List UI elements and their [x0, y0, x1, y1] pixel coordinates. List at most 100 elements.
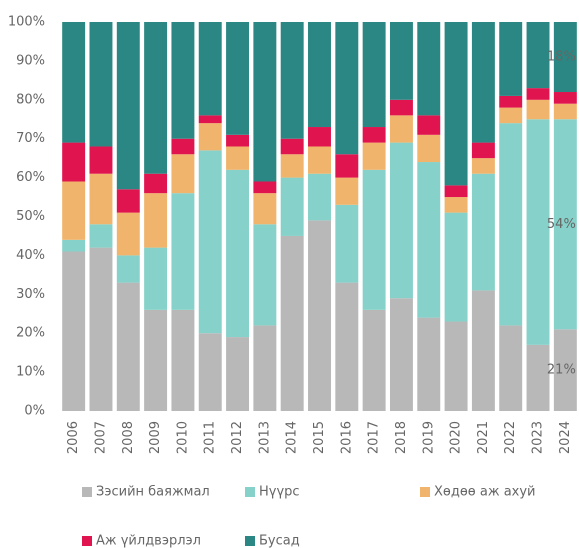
bar-segment: [253, 181, 277, 194]
bar-segment: [444, 321, 468, 411]
bar-segment: [308, 22, 331, 128]
bar-segment: [389, 115, 413, 143]
bar-segment: [280, 154, 304, 178]
bar-segment: [335, 154, 359, 178]
bar-segment: [499, 22, 523, 96]
bar-segment: [335, 282, 359, 411]
y-tick-label: 80%: [16, 92, 45, 107]
bar-segment: [89, 22, 113, 147]
bar-segment: [62, 22, 86, 143]
legend-swatch: [245, 536, 255, 546]
data-label: 18%: [547, 50, 576, 65]
bar-segment: [226, 337, 250, 411]
bar-segment: [471, 22, 495, 143]
bar-segment: [335, 177, 359, 205]
data-label: 54%: [547, 217, 576, 232]
bar-segment: [144, 173, 168, 194]
bar-segment: [198, 333, 222, 411]
bar-segment: [362, 142, 386, 170]
bar-segment: [444, 185, 468, 198]
bar-segment: [62, 142, 86, 182]
bar-segment: [526, 119, 550, 345]
x-tick-label: 2009: [148, 421, 163, 454]
bar-segment: [144, 247, 168, 310]
bar-segment: [471, 173, 495, 291]
legend-label: Аж үйлдвэрлэл: [96, 534, 201, 548]
bar-segment: [62, 239, 86, 252]
legend-label: Бусад: [259, 534, 300, 548]
bar-segment: [144, 193, 168, 248]
legend-label: Зэсийн баяжмал: [96, 485, 210, 500]
x-tick-label: 2024: [558, 421, 573, 454]
bar-segment: [198, 115, 222, 124]
bar-segment: [171, 22, 195, 139]
x-tick-label: 2011: [203, 421, 218, 454]
x-tick-label: 2014: [285, 421, 300, 454]
bar-segment: [444, 22, 468, 186]
x-tick-label: 2016: [339, 421, 354, 454]
bar-segment: [362, 169, 386, 310]
bar-segment: [171, 193, 195, 310]
x-tick-label: 2006: [66, 421, 81, 454]
bar-segment: [144, 309, 168, 411]
y-tick-label: 20%: [16, 326, 45, 341]
y-tick-label: 60%: [16, 170, 45, 185]
legend-label: Хөдөө аж ахуй: [434, 485, 536, 500]
x-tick-label: 2012: [230, 421, 245, 454]
bar-segment: [526, 88, 550, 100]
bar-segment: [308, 146, 331, 174]
bar-segment: [553, 103, 577, 120]
bar-segment: [62, 251, 86, 411]
bar-segment: [226, 169, 250, 338]
y-tick-label: 100%: [8, 15, 45, 30]
bar-segment: [89, 247, 113, 411]
x-tick-label: 2023: [531, 421, 546, 454]
bar-segment: [89, 146, 113, 174]
bar-segment: [198, 123, 222, 151]
bar-segment: [526, 344, 550, 411]
y-tick-label: 0%: [24, 404, 45, 419]
legend-swatch: [82, 487, 92, 497]
legend-swatch: [82, 536, 92, 546]
bar-segment: [280, 235, 304, 411]
bar-segment: [499, 123, 523, 326]
legend-label: Нүүрс: [259, 485, 300, 500]
bar-segment: [553, 119, 577, 330]
x-tick-label: 2013: [257, 421, 272, 454]
bar-segment: [226, 134, 250, 147]
bar-segment: [308, 127, 331, 147]
bar-segment: [280, 22, 304, 139]
x-tick-label: 2019: [421, 421, 436, 454]
bar-segment: [389, 99, 413, 116]
bar-segment: [362, 309, 386, 411]
x-tick-label: 2017: [367, 421, 382, 454]
x-tick-label: 2010: [175, 421, 190, 454]
bar-segment: [116, 212, 140, 256]
x-tick-label: 2021: [476, 421, 491, 454]
bar-segment: [308, 173, 331, 221]
bar-segment: [389, 22, 413, 100]
bar-segment: [116, 282, 140, 411]
x-tick-label: 2015: [312, 421, 327, 454]
bar-segment: [389, 298, 413, 411]
bar-segment: [499, 107, 523, 124]
bar-segment: [471, 158, 495, 174]
bar-segment: [116, 22, 140, 190]
bar-segment: [417, 115, 441, 135]
bar-segment: [116, 189, 140, 213]
bar-segment: [280, 177, 304, 236]
y-tick-label: 40%: [16, 248, 45, 263]
bar-segment: [417, 134, 441, 163]
bar-segment: [226, 22, 250, 135]
legend-swatch: [420, 487, 430, 497]
x-tick-label: 2020: [449, 421, 464, 454]
bar-segment: [499, 325, 523, 411]
y-tick-label: 70%: [16, 131, 45, 146]
x-tick-label: 2022: [503, 421, 518, 454]
y-tick-label: 30%: [16, 287, 45, 302]
bar-segment: [526, 99, 550, 120]
bar-segment: [362, 22, 386, 128]
bar-segment: [444, 197, 468, 213]
bar-segment: [335, 22, 359, 155]
bar-segment: [89, 224, 113, 248]
